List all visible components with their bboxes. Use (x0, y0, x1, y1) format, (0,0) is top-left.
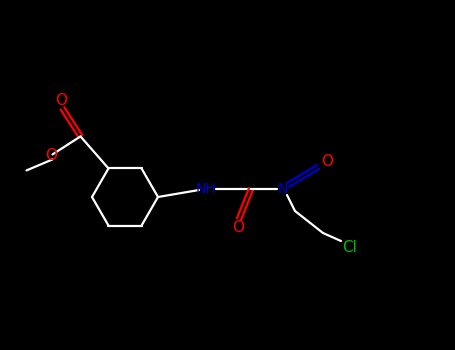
Text: Cl: Cl (343, 240, 358, 256)
Text: O: O (46, 148, 57, 163)
Text: O: O (56, 93, 67, 108)
Text: N: N (278, 182, 288, 196)
Text: NH: NH (196, 182, 217, 196)
Text: O: O (321, 154, 333, 168)
Text: O: O (232, 220, 244, 236)
